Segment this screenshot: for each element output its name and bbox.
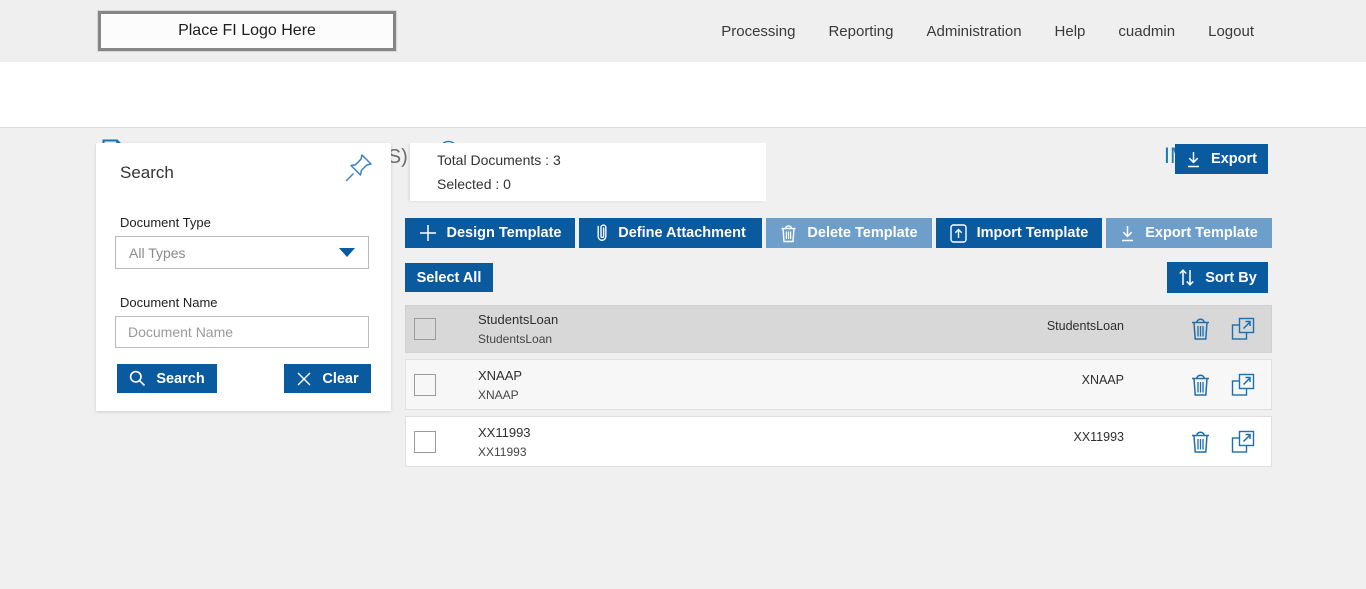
nav-item-processing[interactable]: Processing: [721, 22, 796, 40]
nav-item-username[interactable]: cuadmin: [1118, 22, 1176, 40]
open-document-button[interactable]: [1231, 430, 1255, 454]
page-header: Document Maintenance (RTS) i IMM eSign: [0, 62, 1366, 168]
total-documents-text: Total Documents : 3: [437, 152, 561, 168]
document-type: XX11993: [1073, 430, 1124, 444]
sort-by-button[interactable]: Sort By: [1167, 262, 1268, 293]
delete-template-button[interactable]: Delete Template: [766, 218, 932, 248]
top-bar: Place FI Logo Here Processing Reporting …: [0, 0, 1366, 62]
export-template-button[interactable]: Export Template: [1106, 218, 1272, 248]
close-icon: [297, 372, 311, 385]
search-panel-title: Search: [120, 163, 174, 182]
delete-document-button[interactable]: [1190, 430, 1211, 454]
clear-button[interactable]: Clear: [284, 364, 371, 393]
import-template-label: Import Template: [976, 225, 1089, 241]
document-row[interactable]: StudentsLoan StudentsLoan StudentsLoan: [405, 305, 1272, 353]
export-button[interactable]: Export: [1175, 144, 1268, 174]
document-subname: XX11993: [478, 444, 527, 459]
selected-count-text: Selected : 0: [437, 176, 511, 192]
delete-template-label: Delete Template: [807, 225, 918, 241]
clear-button-label: Clear: [322, 370, 359, 387]
top-navigation: Processing Reporting Administration Help…: [721, 0, 1254, 62]
document-subname: StudentsLoan: [478, 332, 553, 346]
document-type-select[interactable]: All Types: [115, 236, 369, 269]
external-link-icon: [1231, 373, 1255, 396]
download-icon: [1122, 225, 1134, 241]
open-document-button[interactable]: [1231, 317, 1255, 341]
document-subname: XNAAP: [478, 387, 519, 402]
search-button-label: Search: [156, 370, 205, 387]
nav-item-reporting[interactable]: Reporting: [828, 22, 894, 40]
external-link-icon: [1231, 430, 1255, 453]
search-panel: Search Document Type All Types Document …: [96, 143, 391, 411]
row-checkbox[interactable]: [414, 373, 436, 396]
search-icon: [130, 370, 146, 387]
export-button-label: Export: [1211, 151, 1257, 167]
trash-icon: [1192, 374, 1209, 396]
trash-icon: [1192, 318, 1209, 340]
external-link-icon: [1231, 317, 1255, 340]
document-name-block: XNAAP XNAAP: [478, 368, 522, 402]
export-template-label: Export Template: [1145, 225, 1258, 241]
row-checkbox[interactable]: [414, 430, 436, 453]
document-row[interactable]: XNAAP XNAAP XNAAP: [405, 359, 1272, 410]
total-documents-value: 3: [552, 152, 561, 168]
import-template-button[interactable]: Import Template: [936, 218, 1102, 248]
row-checkbox[interactable]: [414, 318, 436, 340]
selected-count-value: 0: [503, 176, 511, 192]
trash-icon: [781, 224, 796, 242]
document-name: StudentsLoan: [478, 312, 559, 327]
design-template-button[interactable]: Design Template: [405, 218, 575, 248]
document-type: StudentsLoan: [1046, 319, 1124, 333]
sort-by-label: Sort By: [1205, 269, 1257, 286]
plus-icon: [419, 225, 436, 241]
delete-document-button[interactable]: [1190, 373, 1211, 397]
search-button[interactable]: Search: [117, 364, 217, 393]
chevron-down-icon: [339, 248, 355, 257]
fi-logo-placeholder: Place FI Logo Here: [98, 11, 396, 51]
download-icon: [1188, 151, 1200, 167]
pin-icon[interactable]: [343, 151, 375, 190]
document-type-value: All Types: [129, 244, 186, 261]
document-name-label: Document Name: [120, 295, 218, 310]
nav-item-help[interactable]: Help: [1054, 22, 1086, 40]
summary-panel: Total Documents : 3 Selected : 0: [410, 143, 766, 201]
nav-item-logout[interactable]: Logout: [1208, 22, 1254, 40]
document-name: XNAAP: [478, 367, 523, 383]
document-name-block: StudentsLoan StudentsLoan: [478, 312, 558, 346]
define-attachment-button[interactable]: Define Attachment: [579, 218, 762, 248]
define-attachment-label: Define Attachment: [618, 225, 746, 241]
document-type: XNAAP: [1081, 373, 1124, 387]
select-all-label: Select All: [416, 269, 482, 286]
trash-icon: [1192, 431, 1209, 453]
delete-document-button[interactable]: [1190, 317, 1211, 341]
fi-logo-text: Place FI Logo Here: [178, 22, 316, 39]
document-type-label: Document Type: [120, 215, 211, 230]
design-template-label: Design Template: [446, 225, 562, 241]
import-icon: [949, 223, 967, 243]
paperclip-icon: [597, 224, 607, 241]
select-all-button[interactable]: Select All: [405, 263, 493, 292]
document-name: XX11993: [478, 424, 531, 440]
document-row[interactable]: XX11993 XX11993 XX11993: [405, 416, 1272, 467]
open-document-button[interactable]: [1231, 373, 1255, 397]
sort-icon: [1179, 269, 1194, 286]
nav-item-administration[interactable]: Administration: [926, 22, 1022, 40]
document-name-block: XX11993 XX11993: [478, 425, 531, 459]
document-name-input[interactable]: [115, 316, 369, 348]
